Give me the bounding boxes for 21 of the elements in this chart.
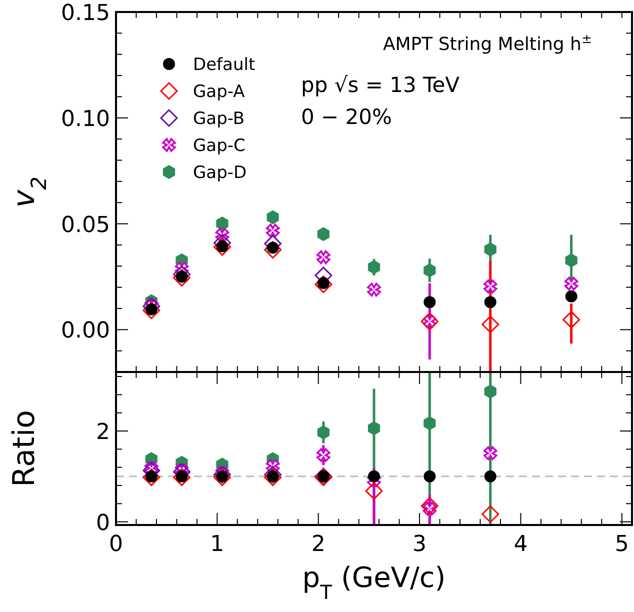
annotation: 0 − 20% <box>301 105 392 129</box>
annotation: pp √s = 13 TeV <box>301 73 460 97</box>
x-tick-label: 4 <box>514 532 528 557</box>
y-tick-label: 0.05 <box>61 212 110 238</box>
legend-label: Gap-D <box>193 163 247 183</box>
x-axis-title: p$_{T}$ (GeV/c) <box>302 561 446 604</box>
y-tick-label: 2 <box>96 420 110 446</box>
y-tick-label: 0 <box>96 510 110 536</box>
y-tick-label: 0.10 <box>61 106 110 132</box>
x-tick-label: 5 <box>614 532 629 557</box>
x-tick-label: 2 <box>311 532 326 557</box>
legend-label: Gap-B <box>193 109 245 129</box>
y-tick-label: 0.15 <box>61 1 110 26</box>
y-tick-label: 0.00 <box>61 318 110 344</box>
x-tick-label: 3 <box>412 532 427 557</box>
legend-label: Gap-A <box>193 82 246 102</box>
legend-label: Gap-C <box>193 136 246 156</box>
annotation: AMPT String Melting h$^{±}$ <box>382 30 592 55</box>
y-axis-title: Ratio <box>7 410 42 488</box>
x-tick-label: 1 <box>210 532 224 557</box>
legend-label: Default <box>193 55 256 75</box>
